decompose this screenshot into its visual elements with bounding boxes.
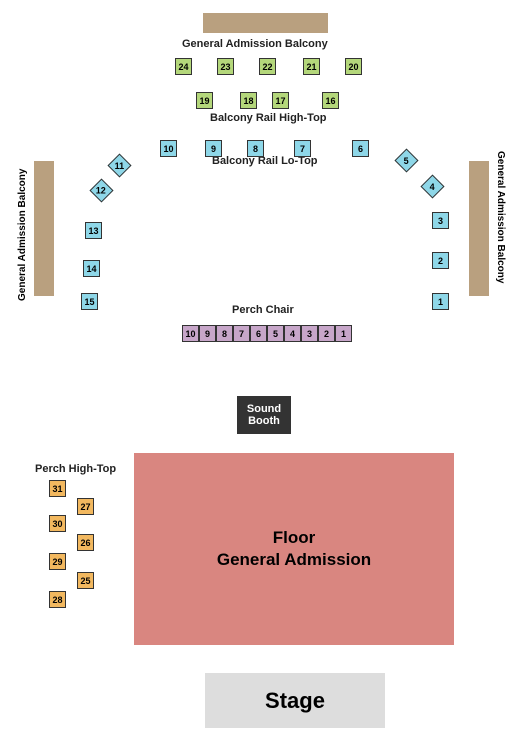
seat-label: 6 [358, 144, 363, 154]
seat-19[interactable]: 19 [196, 92, 213, 109]
seat-label: 7 [239, 329, 244, 339]
seat-label: 21 [306, 62, 316, 72]
seat-label: 5 [273, 329, 278, 339]
seat-label: 17 [275, 96, 285, 106]
seat-7[interactable]: 7 [294, 140, 311, 157]
seat-9[interactable]: 9 [205, 140, 222, 157]
seat-17[interactable]: 17 [272, 92, 289, 109]
seat-label: 1 [438, 297, 443, 307]
seat-label: 7 [300, 144, 305, 154]
seat-10[interactable]: 10 [182, 325, 199, 342]
seat-label: 9 [211, 144, 216, 154]
seat-4[interactable]: 4 [284, 325, 301, 342]
seat-label: 20 [348, 62, 358, 72]
seat-label: 12 [96, 185, 106, 195]
seat-29[interactable]: 29 [49, 553, 66, 570]
seat-label: 11 [115, 160, 125, 170]
floor-block: Floor General Admission [134, 453, 454, 645]
seat-label: 28 [52, 595, 62, 605]
seat-18[interactable]: 18 [240, 92, 257, 109]
seat-label: 9 [205, 329, 210, 339]
label-ga_balcony: General Admission Balcony [182, 38, 328, 50]
seating-map: Sound Booth Floor General Admission Stage G… [0, 0, 525, 750]
seat-16[interactable]: 16 [322, 92, 339, 109]
seat-15[interactable]: 15 [81, 293, 98, 310]
seat-10[interactable]: 10 [160, 140, 177, 157]
seat-23[interactable]: 23 [217, 58, 234, 75]
seat-26[interactable]: 26 [77, 534, 94, 551]
seat-label: 10 [163, 144, 173, 154]
seat-label: 4 [430, 181, 435, 191]
seat-label: 24 [178, 62, 188, 72]
seat-label: 2 [324, 329, 329, 339]
seat-label: 30 [52, 519, 62, 529]
seat-20[interactable]: 20 [345, 58, 362, 75]
seat-label: 13 [88, 226, 98, 236]
right_brown-block [469, 161, 489, 296]
seat-22[interactable]: 22 [259, 58, 276, 75]
seat-label: 25 [80, 576, 90, 586]
seat-label: 26 [80, 538, 90, 548]
seat-3[interactable]: 3 [301, 325, 318, 342]
seat-1[interactable]: 1 [335, 325, 352, 342]
seat-13[interactable]: 13 [85, 222, 102, 239]
seat-21[interactable]: 21 [303, 58, 320, 75]
seat-label: 29 [52, 557, 62, 567]
seat-12[interactable]: 12 [89, 178, 113, 202]
seat-2[interactable]: 2 [432, 252, 449, 269]
seat-label: 18 [243, 96, 253, 106]
seat-7[interactable]: 7 [233, 325, 250, 342]
seat-8[interactable]: 8 [247, 140, 264, 157]
seat-30[interactable]: 30 [49, 515, 66, 532]
seat-label: 5 [404, 155, 409, 165]
seat-label: 22 [262, 62, 272, 72]
seat-6[interactable]: 6 [250, 325, 267, 342]
seat-5[interactable]: 5 [267, 325, 284, 342]
stage-block: Stage [205, 673, 385, 728]
sound-block: Sound Booth [237, 396, 291, 434]
seat-4[interactable]: 4 [420, 174, 444, 198]
seat-label: 2 [438, 256, 443, 266]
seat-31[interactable]: 31 [49, 480, 66, 497]
seat-label: 6 [256, 329, 261, 339]
seat-14[interactable]: 14 [83, 260, 100, 277]
seat-label: 16 [325, 96, 335, 106]
ga-balcony-label-right: General Admission Balcony [495, 151, 506, 301]
seat-label: 1 [341, 329, 346, 339]
seat-9[interactable]: 9 [199, 325, 216, 342]
label-perch_chair: Perch Chair [232, 304, 294, 316]
seat-2[interactable]: 2 [318, 325, 335, 342]
left_brown-block [34, 161, 54, 296]
seat-label: 27 [80, 502, 90, 512]
seat-11[interactable]: 11 [107, 153, 131, 177]
seat-8[interactable]: 8 [216, 325, 233, 342]
seat-label: 19 [199, 96, 209, 106]
seat-5[interactable]: 5 [394, 148, 418, 172]
seat-6[interactable]: 6 [352, 140, 369, 157]
ga-balcony-label-left: General Admission Balcony [17, 151, 28, 301]
seat-24[interactable]: 24 [175, 58, 192, 75]
seat-label: 23 [220, 62, 230, 72]
seat-28[interactable]: 28 [49, 591, 66, 608]
seat-25[interactable]: 25 [77, 572, 94, 589]
top_brown-block [203, 13, 328, 33]
label-balc_rail_high: Balcony Rail High-Top [210, 112, 327, 124]
seat-1[interactable]: 1 [432, 293, 449, 310]
seat-label: 3 [438, 216, 443, 226]
seat-label: 8 [222, 329, 227, 339]
seat-label: 31 [52, 484, 62, 494]
seat-label: 15 [84, 297, 94, 307]
seat-label: 14 [86, 264, 96, 274]
seat-3[interactable]: 3 [432, 212, 449, 229]
seat-label: 10 [185, 329, 195, 339]
seat-label: 3 [307, 329, 312, 339]
seat-label: 4 [290, 329, 295, 339]
seat-27[interactable]: 27 [77, 498, 94, 515]
seat-label: 8 [253, 144, 258, 154]
label-perch_high: Perch High-Top [35, 463, 116, 475]
